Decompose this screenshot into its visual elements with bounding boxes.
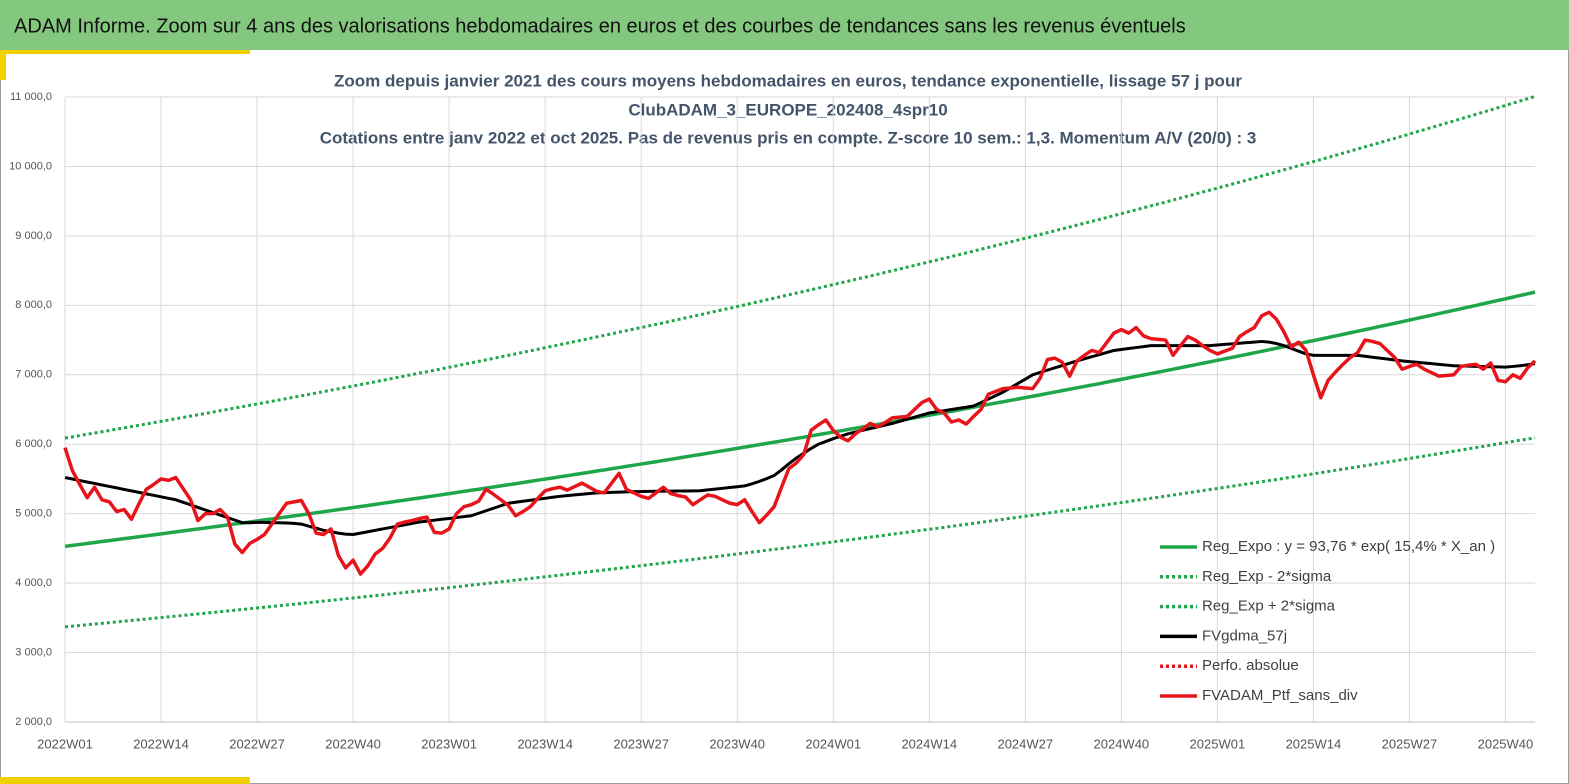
chart-title: Cotations entre janv 2022 et oct 2025. P… xyxy=(320,128,1257,147)
header-bar xyxy=(0,0,1569,50)
y-tick-label: 10 000,0 xyxy=(9,160,52,172)
legend-label: FVADAM_Ptf_sans_div xyxy=(1202,687,1358,704)
accent xyxy=(0,50,6,80)
header-title: ADAM Informe. Zoom sur 4 ans des valoris… xyxy=(14,15,1186,37)
y-tick-label: 6 000,0 xyxy=(15,438,52,450)
x-tick-label: 2023W40 xyxy=(709,736,765,751)
x-tick-label: 2023W27 xyxy=(613,736,669,751)
x-tick-label: 2022W27 xyxy=(229,736,285,751)
legend-label: Perfo. absolue xyxy=(1202,657,1299,674)
series-line xyxy=(63,310,1537,576)
y-tick-label: 9 000,0 xyxy=(15,230,52,242)
x-tick-label: 2022W14 xyxy=(133,736,189,751)
y-tick-label: 7 000,0 xyxy=(15,369,52,381)
y-tick-label: 4 000,0 xyxy=(15,577,52,589)
y-tick-label: 11 000,0 xyxy=(10,91,52,103)
legend-label: FVgdma_57j xyxy=(1202,627,1287,644)
series-line xyxy=(64,95,1536,440)
series-line xyxy=(64,436,1536,629)
y-tick-label: 3 000,0 xyxy=(15,646,52,658)
x-tick-label: 2022W01 xyxy=(37,736,93,751)
chart-title: Zoom depuis janvier 2021 des cours moyen… xyxy=(334,71,1242,90)
legend-label: Reg_Expo : y = 93,76 * exp( 15,4% * X_an… xyxy=(1202,538,1495,555)
y-tick-label: 2 000,0 xyxy=(15,716,52,728)
x-tick-label: 2025W27 xyxy=(1382,736,1438,751)
x-tick-label: 2022W40 xyxy=(325,736,381,751)
accent xyxy=(0,50,250,54)
legend-label: Reg_Exp - 2*sigma xyxy=(1202,568,1332,585)
legend-label: Reg_Exp + 2*sigma xyxy=(1202,598,1336,615)
x-tick-label: 2024W27 xyxy=(997,736,1053,751)
x-tick-label: 2024W01 xyxy=(805,736,861,751)
x-tick-label: 2025W01 xyxy=(1190,736,1246,751)
x-tick-label: 2025W40 xyxy=(1478,736,1534,751)
y-tick-label: 5 000,0 xyxy=(15,508,52,520)
x-tick-label: 2025W14 xyxy=(1286,736,1342,751)
accent xyxy=(0,777,250,784)
y-tick-label: 8 000,0 xyxy=(15,299,52,311)
chart-title: ClubADAM_3_EUROPE_202408_4spr10 xyxy=(628,100,947,119)
x-tick-label: 2024W40 xyxy=(1094,736,1150,751)
x-tick-label: 2023W14 xyxy=(517,736,573,751)
x-tick-label: 2024W14 xyxy=(901,736,957,751)
x-tick-label: 2023W01 xyxy=(421,736,477,751)
